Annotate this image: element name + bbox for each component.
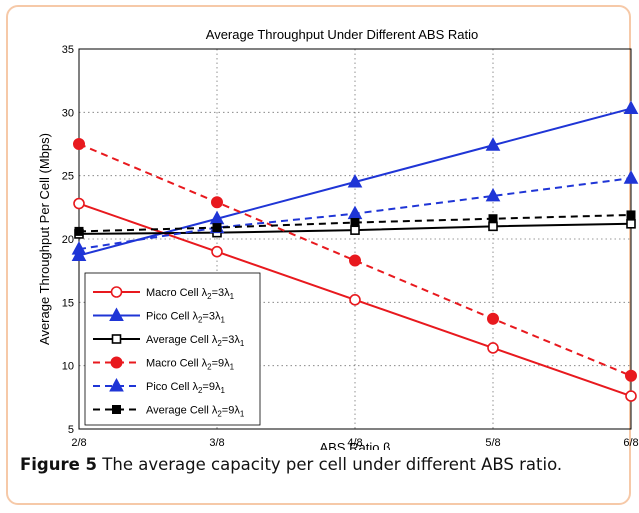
data-point — [347, 173, 363, 188]
legend-label: Pico Cell λ2=9λ1 — [146, 381, 225, 395]
legend-label: Macro Cell λ2=3λ1 — [146, 287, 235, 301]
y-tick-label: 30 — [62, 107, 74, 119]
legend-label-part: 2 — [198, 316, 203, 325]
x-tick-label: 3/8 — [209, 437, 224, 449]
legend-box — [84, 272, 261, 426]
figure-caption: Figure 5 The average capacity per cell u… — [20, 455, 635, 474]
data-point — [349, 293, 361, 306]
data-point — [487, 312, 499, 325]
data-point — [112, 405, 121, 414]
x-tick-label: 2/8 — [71, 437, 86, 449]
legend-label-part: 2 — [207, 292, 212, 301]
data-point — [71, 241, 87, 255]
legend-label-part: 1 — [230, 292, 235, 301]
legend-label-part: 2 — [217, 410, 222, 419]
caption-text: The average capacity per cell under diff… — [102, 455, 563, 474]
legend-label-part: 2 — [198, 386, 203, 395]
plot-area-border — [78, 48, 632, 430]
data-point — [487, 342, 499, 354]
legend-label-part: =3λ — [222, 334, 241, 346]
y-tick-label: 5 — [68, 424, 74, 436]
legend-label-part: =3λ — [202, 311, 221, 323]
x-tick-label: 6/8 — [623, 437, 638, 449]
legend-label: Average Cell λ2=3λ1 — [146, 334, 245, 348]
legend-label-part: 1 — [220, 386, 225, 395]
x-tick-label: 4/8 — [347, 437, 362, 449]
legend-label-part: Pico Cell λ — [146, 311, 198, 323]
y-tick-label: 20 — [62, 234, 74, 246]
data-point — [485, 187, 501, 202]
data-point — [211, 196, 223, 209]
y-axis-label: Average Throughput Per Cell (Mbps) — [37, 133, 52, 345]
data-point — [625, 390, 637, 402]
legend-label: Average Cell λ2=9λ1 — [146, 405, 245, 419]
data-point — [73, 138, 85, 150]
series — [73, 197, 637, 402]
legend-label-part: Average Cell λ — [146, 334, 218, 346]
series — [71, 100, 639, 261]
data-point — [74, 226, 84, 236]
data-point — [350, 225, 360, 235]
legend-label-part: Macro Cell λ — [146, 358, 208, 370]
series — [74, 210, 636, 236]
data-point — [110, 356, 123, 369]
legend-label-part: Macro Cell λ — [146, 287, 208, 299]
data-point — [350, 218, 360, 228]
data-point — [212, 223, 222, 233]
x-tick-label: 5/8 — [485, 437, 500, 449]
legend-label-part: =9λ — [222, 405, 241, 417]
data-point — [110, 286, 123, 298]
legend-label-part: Average Cell λ — [146, 405, 218, 417]
data-point — [623, 170, 639, 184]
data-point — [347, 205, 363, 220]
legend-label-part: =9λ — [202, 381, 221, 393]
series-line — [78, 143, 632, 377]
data-point — [349, 254, 361, 267]
legend-label: Macro Cell λ2=9λ1 — [146, 358, 235, 372]
data-point — [488, 214, 498, 224]
y-tick-label: 10 — [62, 361, 74, 373]
data-point — [109, 377, 124, 392]
legend-label-part: 1 — [220, 316, 225, 325]
legend-label: Pico Cell λ2=3λ1 — [146, 311, 225, 325]
data-point — [109, 307, 124, 321]
data-point — [626, 219, 636, 229]
data-point — [73, 197, 85, 210]
data-point — [485, 137, 501, 151]
data-point — [623, 100, 639, 115]
series — [73, 138, 637, 382]
x-tick-labels: 2/8 3/8 4/8 5/8 6/8 — [71, 437, 638, 449]
caption-label: Figure 5 — [20, 455, 98, 474]
legend-label-part: 1 — [240, 410, 245, 419]
data-point — [211, 245, 223, 258]
x-axis-label: ABS Ratio β — [319, 440, 390, 450]
legend-label-part: Pico Cell λ — [146, 381, 198, 393]
data-point — [488, 221, 498, 232]
data-point — [625, 369, 637, 382]
data-point — [626, 210, 636, 220]
y-tick-label: 25 — [62, 171, 74, 183]
legend-label-part: 1 — [240, 339, 245, 348]
legend-label-part: 2 — [217, 339, 222, 348]
legend-label-part: 2 — [207, 363, 212, 372]
y-tick-label: 35 — [62, 44, 74, 56]
y-tick-label: 15 — [62, 297, 74, 309]
line-chart: Average Throughput Under Different ABS R… — [37, 27, 639, 450]
legend-label-part: =9λ — [212, 358, 231, 370]
y-tick-labels: 5 10 15 20 25 30 35 — [62, 44, 74, 436]
legend-label-part: =3λ — [212, 287, 231, 299]
data-point — [111, 334, 122, 344]
chart-title: Average Throughput Under Different ABS R… — [206, 27, 478, 42]
legend-label-part: 1 — [230, 363, 235, 372]
series-lines — [71, 100, 639, 402]
